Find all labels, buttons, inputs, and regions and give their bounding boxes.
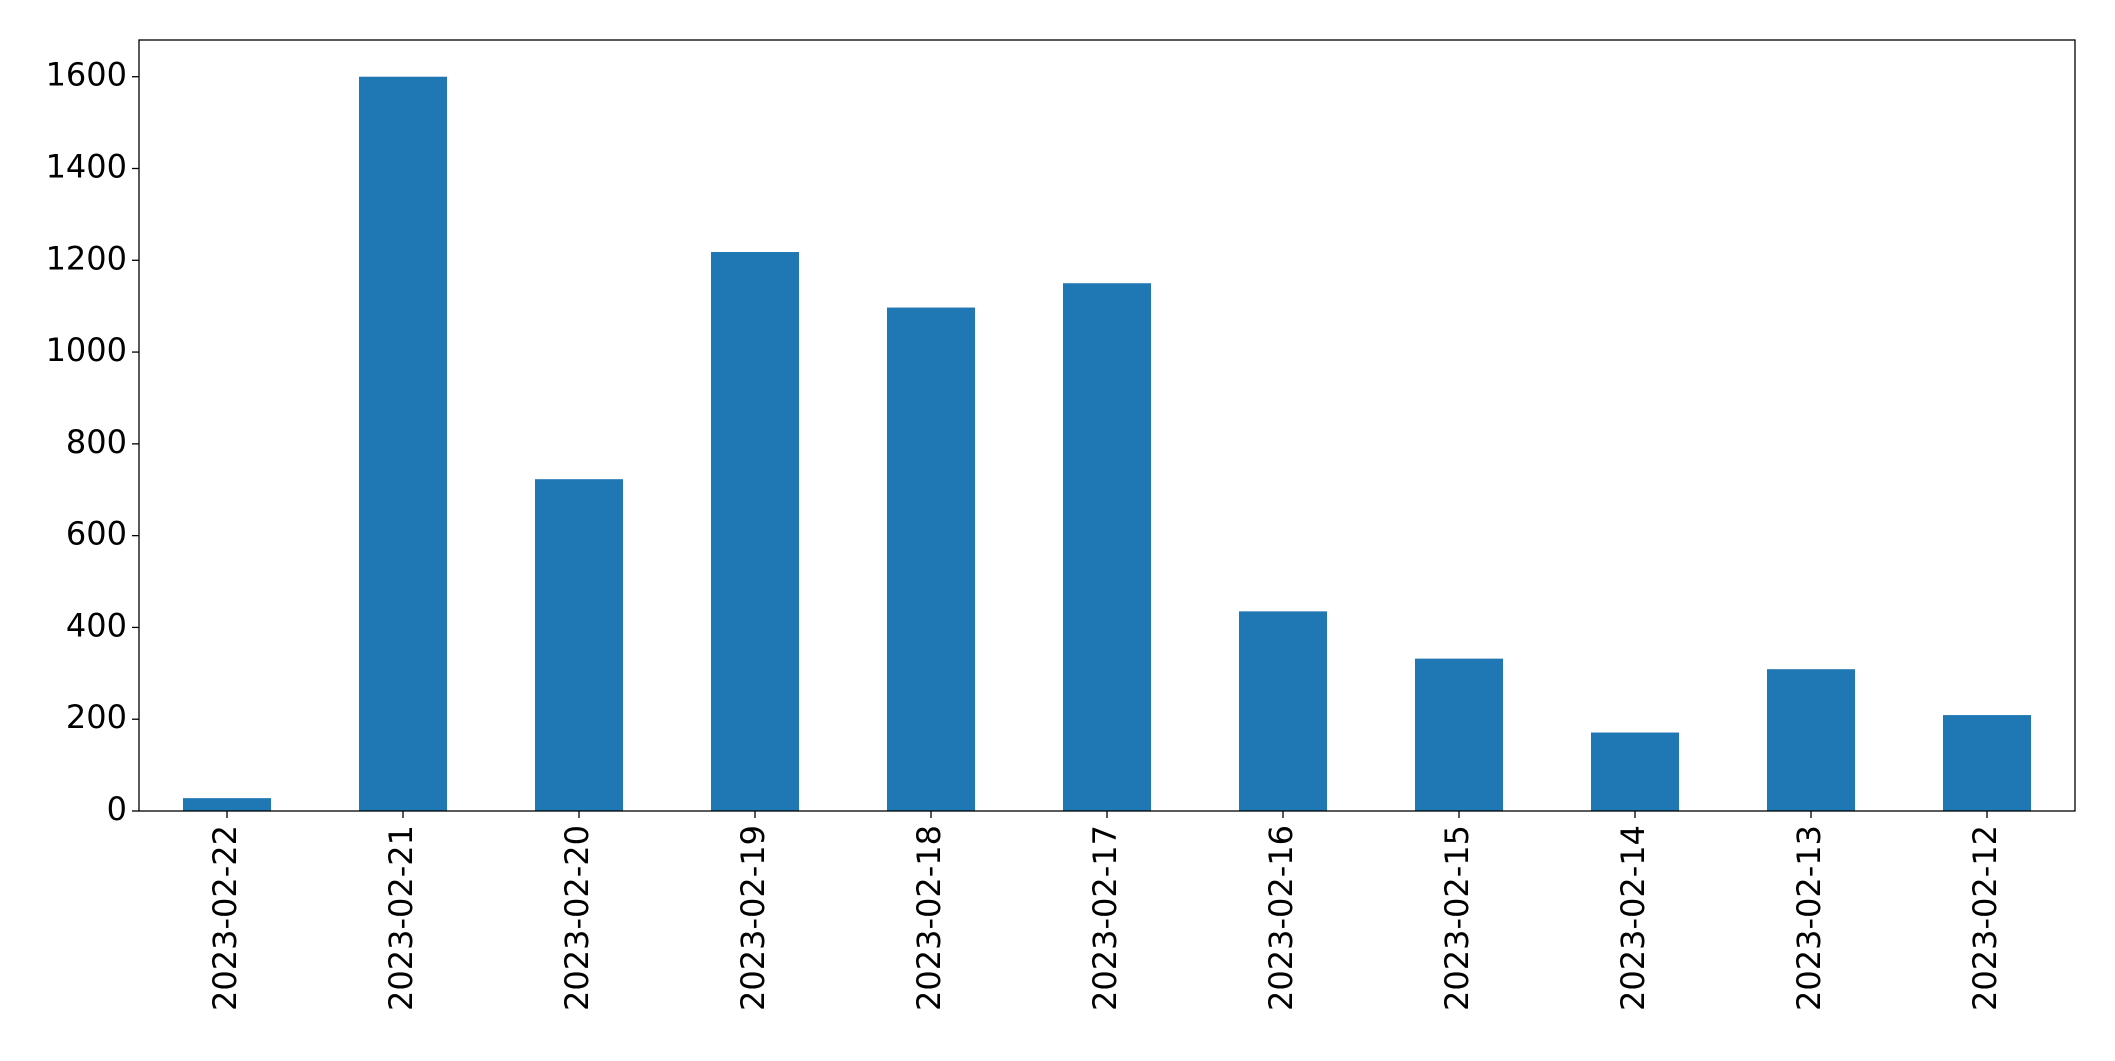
bar bbox=[1591, 732, 1679, 811]
x-tick-label: 2023-02-20 bbox=[558, 825, 596, 1011]
bar bbox=[183, 798, 271, 811]
y-tick-label: 0 bbox=[107, 790, 127, 828]
x-tick-label: 2023-02-19 bbox=[734, 825, 772, 1011]
y-tick-label: 1400 bbox=[46, 148, 127, 186]
bar bbox=[535, 479, 623, 811]
bar bbox=[359, 76, 447, 811]
y-tick-label: 800 bbox=[66, 423, 127, 461]
x-tick-label: 2023-02-12 bbox=[1966, 825, 2004, 1011]
x-tick-label: 2023-02-21 bbox=[382, 825, 420, 1011]
y-tick-label: 1000 bbox=[46, 331, 127, 369]
bar bbox=[1063, 283, 1151, 811]
x-tick-label: 2023-02-15 bbox=[1438, 825, 1476, 1011]
y-tick-label: 1600 bbox=[46, 56, 127, 94]
bar bbox=[1239, 611, 1327, 811]
plot-frame bbox=[138, 39, 2076, 812]
bar bbox=[1943, 715, 2031, 811]
bar bbox=[1415, 658, 1503, 811]
bar bbox=[887, 307, 975, 811]
x-tick-label: 2023-02-18 bbox=[910, 825, 948, 1011]
y-tick-label: 400 bbox=[66, 606, 127, 644]
x-tick-label: 2023-02-13 bbox=[1790, 825, 1828, 1011]
y-tick-label: 200 bbox=[66, 698, 127, 736]
x-tick-label: 2023-02-14 bbox=[1614, 825, 1652, 1011]
y-tick-label: 1200 bbox=[46, 239, 127, 277]
bar bbox=[711, 252, 799, 811]
x-tick-label: 2023-02-22 bbox=[206, 825, 244, 1011]
x-tick-label: 2023-02-16 bbox=[1262, 825, 1300, 1011]
bar bbox=[1767, 669, 1855, 811]
x-tick-label: 2023-02-17 bbox=[1086, 825, 1124, 1011]
y-tick-label: 600 bbox=[66, 515, 127, 553]
